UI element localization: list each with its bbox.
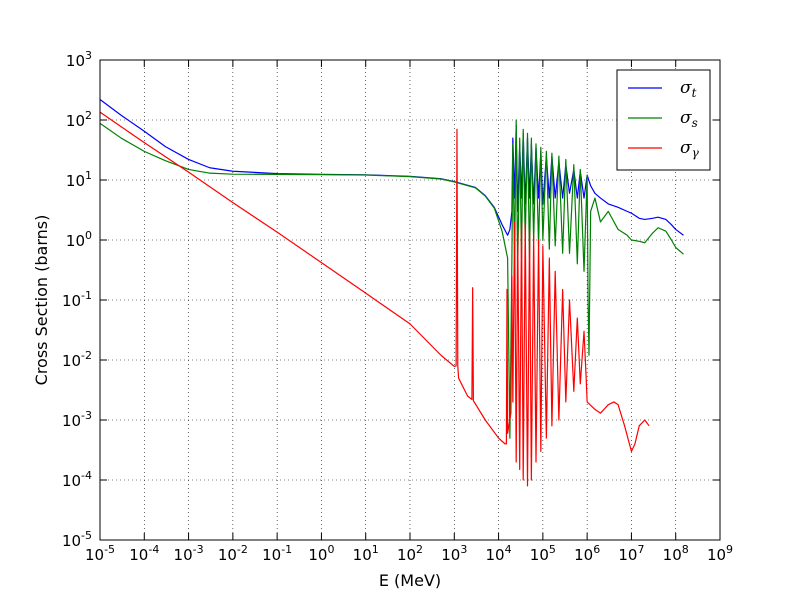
x-tick-label: 108: [663, 543, 689, 564]
x-tick-label: 106: [574, 543, 600, 564]
x-tick-label: 101: [353, 543, 379, 564]
y-tick-labels: 10-5 10-4 10-3 10-2 10-1 100 101 102 103: [62, 49, 92, 550]
x-tick-label: 104: [486, 543, 512, 564]
axis-ticks: [99, 59, 721, 541]
x-tick-label: 10-2: [218, 543, 248, 564]
legend: σt σs σγ: [616, 69, 711, 171]
x-tick-label: 107: [618, 543, 644, 564]
legend-box: [616, 69, 711, 171]
series-line-γ: [100, 111, 650, 487]
x-tick-label: 100: [308, 543, 334, 564]
x-tick-label: 103: [441, 543, 467, 564]
series-lines: [100, 98, 684, 487]
y-tick-label: 102: [66, 109, 92, 130]
legend-label-s: σs: [680, 108, 698, 130]
y-tick-label: 100: [66, 229, 92, 250]
series-line-s: [100, 119, 684, 439]
legend-label-γ: σγ: [680, 138, 700, 160]
x-axis-label: E (MeV): [379, 571, 441, 590]
x-tick-label: 109: [707, 543, 733, 564]
x-tick-label: 10-1: [262, 543, 292, 564]
x-tick-label: 10-3: [174, 543, 204, 564]
x-tick-label: 10-5: [85, 543, 115, 564]
y-tick-label: 10-3: [62, 409, 92, 430]
x-tick-labels: 10-5 10-4 10-3 10-2 10-1 100 101 102 103 104 105 10…: [85, 543, 733, 564]
y-tick-label: 10-4: [62, 469, 92, 490]
y-tick-label: 10-5: [62, 529, 92, 550]
y-tick-label: 10-1: [62, 289, 92, 310]
y-tick-label: 103: [66, 49, 92, 70]
legend-label-t: σt: [680, 78, 697, 100]
x-tick-label: 10-4: [129, 543, 159, 564]
x-tick-label: 102: [397, 543, 423, 564]
y-tick-label: 101: [66, 169, 92, 190]
y-tick-label: 10-2: [62, 349, 92, 370]
y-axis-label: Cross Section (barns): [32, 215, 51, 386]
x-tick-label: 105: [530, 543, 556, 564]
